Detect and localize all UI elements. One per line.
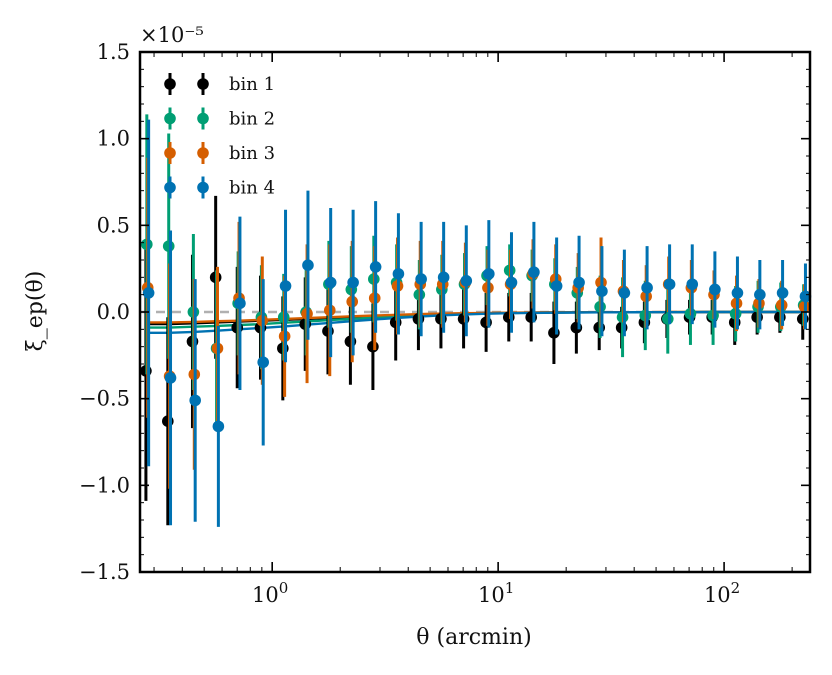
- data-point: [437, 271, 450, 284]
- data-point: [709, 283, 721, 296]
- data-point: [618, 287, 631, 299]
- data-point: [460, 275, 473, 287]
- data-point: [731, 287, 744, 299]
- y-tick-label: 1.0: [97, 127, 130, 151]
- legend-label: bin 3: [229, 143, 275, 164]
- legend-marker: [197, 147, 209, 159]
- data-point: [234, 297, 246, 310]
- data-point: [257, 356, 270, 369]
- legend-label: bin 1: [229, 74, 275, 95]
- data-point: [686, 278, 699, 291]
- legend-entry-bin-2: bin 2: [164, 107, 275, 130]
- data-point: [415, 273, 427, 285]
- data-point: [663, 278, 676, 291]
- y-tick-label: 0.0: [97, 300, 130, 324]
- legend-marker: [197, 112, 209, 125]
- model-lines: [147, 310, 805, 334]
- data-points: [140, 114, 812, 527]
- data-point: [302, 259, 314, 272]
- data-point: [776, 287, 789, 299]
- x-tick-label: 101: [478, 579, 514, 607]
- y-axis-label: ξ_ep(θ): [23, 271, 48, 352]
- data-point: [369, 261, 382, 273]
- y-tick-label: 1.5: [97, 40, 130, 64]
- data-point: [212, 420, 225, 433]
- y-tick-label: −1.5: [79, 560, 130, 584]
- legend-entry-bin-3: bin 3: [164, 142, 275, 164]
- legend-marker: [197, 78, 209, 90]
- data-point: [641, 281, 653, 294]
- series-bin-4: [142, 119, 812, 527]
- data-point: [596, 285, 608, 298]
- data-point: [142, 287, 155, 299]
- legend-entry-bin-4: bin 4: [164, 176, 275, 199]
- data-point: [661, 313, 674, 325]
- legend-label: bin 4: [229, 178, 275, 199]
- data-point: [754, 288, 766, 301]
- legend-entry-bin-1: bin 1: [164, 73, 275, 95]
- legend-marker: [164, 181, 176, 194]
- data-point: [799, 290, 812, 303]
- y-tick-label: −0.5: [79, 387, 130, 411]
- y-tick-label: 0.5: [97, 213, 130, 237]
- data-point: [367, 340, 379, 353]
- data-point: [573, 276, 585, 289]
- data-point: [189, 394, 201, 407]
- data-point: [162, 240, 175, 252]
- axes: 1.5 1.0 0.5 0.0 −0.5 −1.0 −1.5 100 101 102: [79, 40, 812, 607]
- legend-label: bin 2: [229, 109, 275, 130]
- data-point: [347, 276, 359, 289]
- legend-marker: [164, 147, 176, 159]
- data-point: [279, 280, 292, 292]
- x-axis-label: θ (arcmin): [416, 625, 531, 650]
- series-bin-3: [141, 157, 811, 489]
- data-point: [483, 268, 495, 280]
- legend: bin 1 bin 2 bin 3 bin 4: [164, 73, 275, 199]
- data-point: [324, 276, 337, 289]
- data-point: [164, 372, 177, 384]
- legend-marker: [164, 112, 176, 125]
- data-point: [550, 280, 563, 292]
- legend-marker: [197, 181, 209, 194]
- legend-marker: [164, 78, 176, 90]
- x-tick-label: 100: [252, 579, 288, 607]
- data-point: [528, 266, 540, 278]
- data-point: [392, 268, 405, 280]
- x-tick-label: 102: [704, 579, 740, 607]
- y-tick-label: −1.0: [79, 473, 130, 497]
- y-multiplier: ×10⁻⁵: [140, 23, 204, 47]
- data-point: [505, 276, 518, 289]
